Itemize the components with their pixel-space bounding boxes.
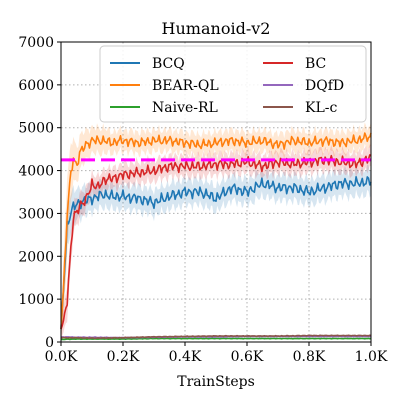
- y-tick-label: 4000: [18, 164, 54, 180]
- x-tick-label: 0.4K: [169, 349, 202, 365]
- legend-label-bc: BC: [305, 56, 326, 72]
- x-tick-label: 0.0K: [45, 349, 78, 365]
- legend-label-bcq: BCQ: [152, 56, 185, 72]
- band-bcq: [61, 163, 371, 342]
- legend-label-naive-rl: Naive-RL: [152, 100, 218, 116]
- series-lines: [60, 132, 372, 341]
- legend: BCQ BEAR-QL Naive-RL BC DQfD KL-c: [99, 45, 367, 123]
- series-line-bear-ql: [60, 132, 372, 330]
- chart-title: Humanoid-v2: [162, 19, 271, 38]
- x-tick-label: 0.8K: [293, 349, 326, 365]
- y-tick-label: 0: [45, 335, 54, 351]
- y-tick-label: 6000: [18, 78, 54, 94]
- series-line-bc: [60, 154, 372, 330]
- legend-label-bear-ql: BEAR-QL: [152, 78, 219, 94]
- y-tick-label: 3000: [18, 206, 54, 222]
- x-tick-label: 1.0K: [355, 349, 388, 365]
- y-tick-label: 1000: [18, 292, 54, 308]
- x-tick-label: 0.2K: [107, 349, 140, 365]
- legend-label-dqfd: DQfD: [305, 78, 344, 94]
- band-bc: [61, 144, 371, 338]
- legend-box: [99, 45, 367, 123]
- y-tick-label: 5000: [18, 121, 54, 137]
- series-line-kl-c: [61, 334, 372, 340]
- axis-ticks: 0.0K 0.2K 0.4K 0.6K 0.8K 1.0K 0 1000 2000 3000 400…: [18, 35, 388, 365]
- legend-label-kl-c: KL-c: [305, 100, 337, 116]
- y-tick-label: 2000: [18, 249, 54, 265]
- series-line-naive-rl: [61, 337, 372, 341]
- x-tick-label: 0.6K: [231, 349, 264, 365]
- y-tick-label: 7000: [18, 35, 54, 51]
- plot-frame: [60, 41, 372, 343]
- x-axis-label: TrainSteps: [177, 374, 255, 390]
- series-line-bcq: [60, 176, 372, 330]
- confidence-bands: [61, 122, 371, 342]
